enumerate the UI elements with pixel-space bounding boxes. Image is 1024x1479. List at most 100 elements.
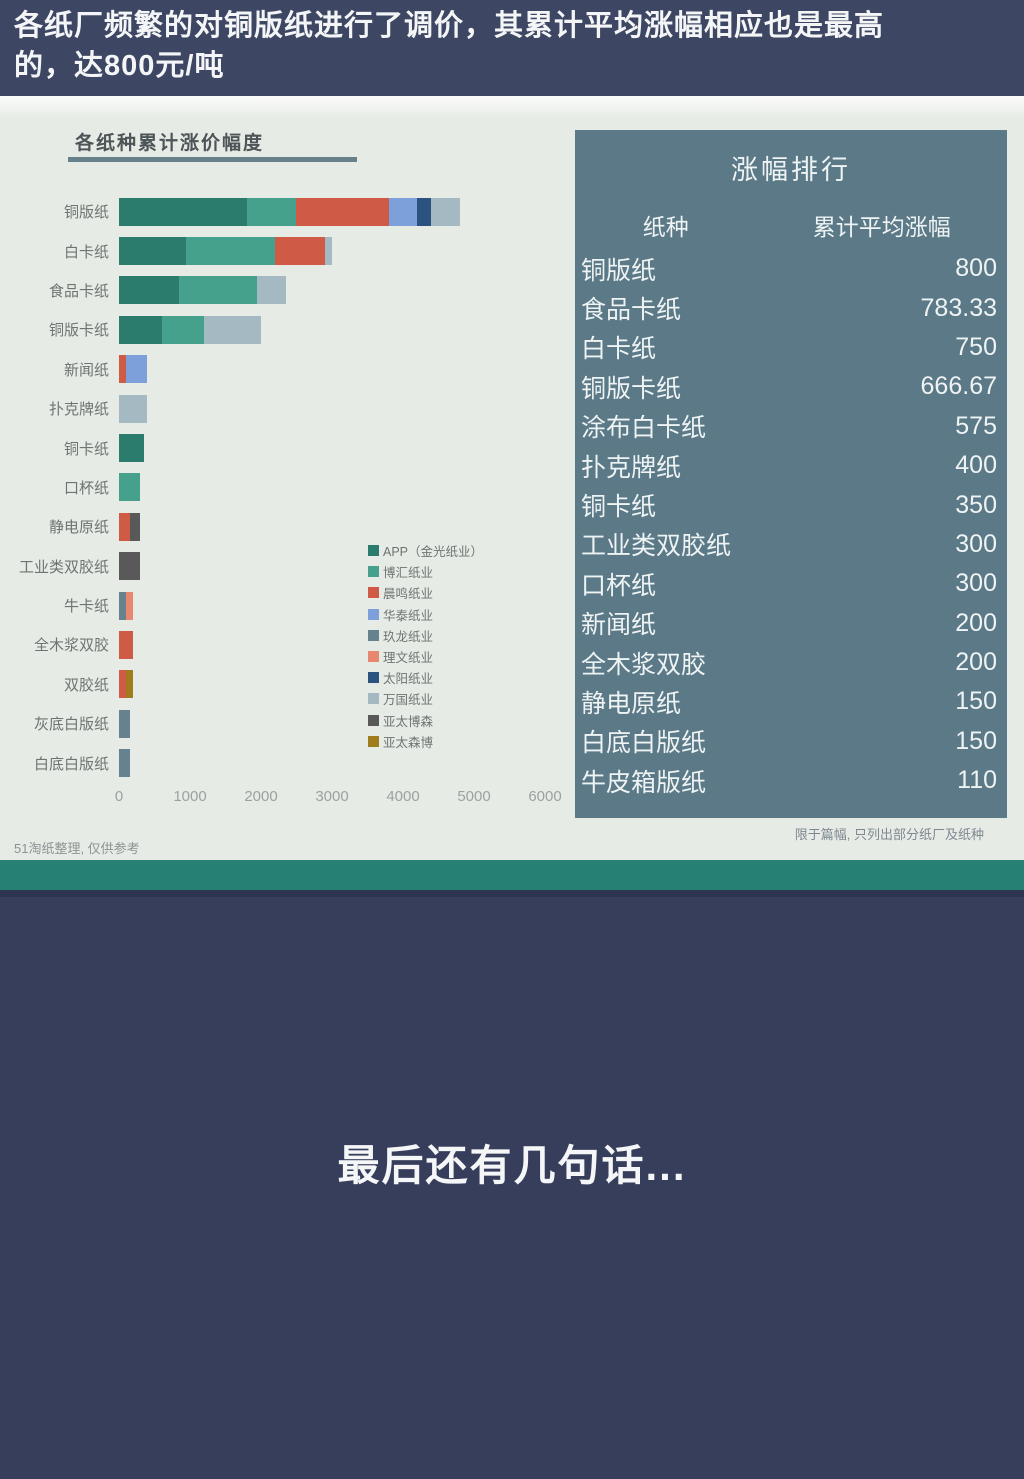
table-cell-avg-increase: 200 <box>955 648 997 677</box>
legend-item: APP（金光纸业） <box>368 540 483 561</box>
table-cell-avg-increase: 350 <box>955 490 997 519</box>
bar-segment <box>119 197 247 226</box>
table-footnote: 限于篇幅, 只列出部分纸厂及纸种 <box>794 827 984 842</box>
source-footnote: 51淘纸整理, 仅供参考 <box>14 841 140 856</box>
bar-track <box>119 394 148 423</box>
table-row: 静电原纸 150 <box>575 682 1007 721</box>
bar-row: 工业类双胶纸 <box>0 547 575 586</box>
bar-category-label: 灰底白版纸 <box>33 716 109 734</box>
table-cell-paper-type: 白底白版纸 <box>581 729 707 758</box>
table-row: 白卡纸 750 <box>575 328 1007 367</box>
bar-segment <box>119 749 130 778</box>
bar-track <box>119 512 141 541</box>
bar-category-label: 新闻纸 <box>63 361 109 379</box>
table-cell-paper-type: 铜版卡纸 <box>581 374 682 403</box>
legend-swatch-icon <box>368 735 379 747</box>
legend-item: 博汇纸业 <box>368 561 483 582</box>
bar-row: 白卡纸 <box>0 231 575 270</box>
legend-swatch-icon <box>368 566 379 578</box>
table-cell-avg-increase: 750 <box>955 332 997 361</box>
x-axis-tick-label: 5000 <box>457 788 491 805</box>
x-axis-tick-label: 0 <box>114 788 124 805</box>
legend-swatch-icon <box>368 651 379 663</box>
legend-label: 玖龙纸业 <box>383 629 434 644</box>
table-cell-paper-type: 口杯纸 <box>581 571 657 600</box>
legend-item: 理文纸业 <box>368 646 483 667</box>
table-cell-paper-type: 全木浆双胶 <box>581 650 707 679</box>
legend-swatch-icon <box>368 672 379 684</box>
bar-segment <box>119 394 148 423</box>
x-axis-tick-label: 6000 <box>528 788 562 805</box>
table-row: 口杯纸 300 <box>575 564 1007 603</box>
legend-swatch-icon <box>368 545 379 557</box>
bar-row: 静电原纸 <box>0 507 575 546</box>
table-row: 铜版纸 800 <box>575 249 1007 288</box>
table-cell-avg-increase: 783.33 <box>920 293 997 322</box>
stacked-bar-chart: 铜版纸 白卡纸 食品卡纸 铜版卡纸 新闻纸 扑克牌纸 铜卡纸 口杯纸 静电原纸 工业类双胶纸 牛卡纸… <box>0 192 575 783</box>
bar-track <box>119 237 332 266</box>
bar-track <box>119 473 141 502</box>
bar-segment <box>204 315 261 344</box>
x-axis-tick-label: 4000 <box>386 788 420 805</box>
bottom-section: 最后还有几句话... <box>0 890 1024 1479</box>
bar-segment <box>129 512 141 541</box>
bar-row: 扑克牌纸 <box>0 389 575 428</box>
legend-item: 亚太博森 <box>368 710 483 731</box>
legend-label: 亚太森博 <box>383 735 434 750</box>
bar-category-label: 铜卡纸 <box>63 440 109 458</box>
bar-row: 口杯纸 <box>0 468 575 507</box>
bar-category-label: 静电原纸 <box>48 519 109 537</box>
bar-segment <box>246 197 297 226</box>
table-cell-avg-increase: 200 <box>955 608 997 637</box>
table-header-paper-type: 纸种 <box>642 214 689 240</box>
legend-item: 华泰纸业 <box>368 604 483 625</box>
bar-segment <box>388 197 418 226</box>
legend-label: 万国纸业 <box>383 693 434 708</box>
legend-label: 太阳纸业 <box>383 672 434 687</box>
table-row: 牛皮箱版纸 110 <box>575 761 1007 800</box>
bar-row: 白底白版纸 <box>0 743 575 782</box>
table-cell-paper-type: 铜卡纸 <box>581 493 657 522</box>
bar-segment <box>275 237 325 266</box>
bar-segment <box>257 276 286 305</box>
legend-label: 理文纸业 <box>383 651 434 666</box>
legend-label: 晨鸣纸业 <box>383 587 434 602</box>
bar-category-label: 口杯纸 <box>63 479 109 497</box>
bar-category-label: 食品卡纸 <box>48 282 109 300</box>
table-cell-avg-increase: 300 <box>955 569 997 598</box>
teal-divider-bar <box>0 860 1024 890</box>
table-cell-paper-type: 白卡纸 <box>581 335 657 364</box>
closing-headline: 最后还有几句话... <box>337 1142 687 1189</box>
legend-item: 万国纸业 <box>368 688 483 709</box>
bar-track <box>119 709 130 738</box>
bar-row: 新闻纸 <box>0 350 575 389</box>
table-cell-paper-type: 工业类双胶纸 <box>581 532 732 561</box>
bar-category-label: 白卡纸 <box>63 243 109 261</box>
bar-segment <box>119 591 127 620</box>
bar-segment <box>119 276 180 305</box>
bar-row: 铜版卡纸 <box>0 310 575 349</box>
bar-category-label: 全木浆双胶 <box>33 637 109 655</box>
section-top-gradient <box>0 96 1024 118</box>
bar-segment <box>324 237 332 266</box>
legend-item: 太阳纸业 <box>368 667 483 688</box>
legend-swatch-icon <box>368 608 379 620</box>
table-body: 铜版纸 800 食品卡纸 783.33 白卡纸 750 铜版卡纸 666.67 涂布白卡纸 575… <box>575 249 1007 800</box>
bar-segment <box>126 591 134 620</box>
bar-track <box>119 355 148 384</box>
bar-segment <box>119 670 127 699</box>
legend-label: 亚太博森 <box>383 714 434 729</box>
bar-segment <box>179 276 258 305</box>
bar-segment <box>119 434 144 463</box>
bar-segment <box>119 355 127 384</box>
table-cell-avg-increase: 666.67 <box>920 372 997 401</box>
table-row: 扑克牌纸 400 <box>575 446 1007 485</box>
bar-segment <box>126 355 148 384</box>
bar-segment <box>119 552 141 581</box>
bar-track <box>119 197 460 226</box>
x-axis-tick-label: 3000 <box>315 788 349 805</box>
table-header-avg-increase: 累计平均涨幅 <box>812 214 951 240</box>
bar-track <box>119 315 261 344</box>
bar-row: 铜版纸 <box>0 192 575 231</box>
bar-row: 双胶纸 <box>0 665 575 704</box>
